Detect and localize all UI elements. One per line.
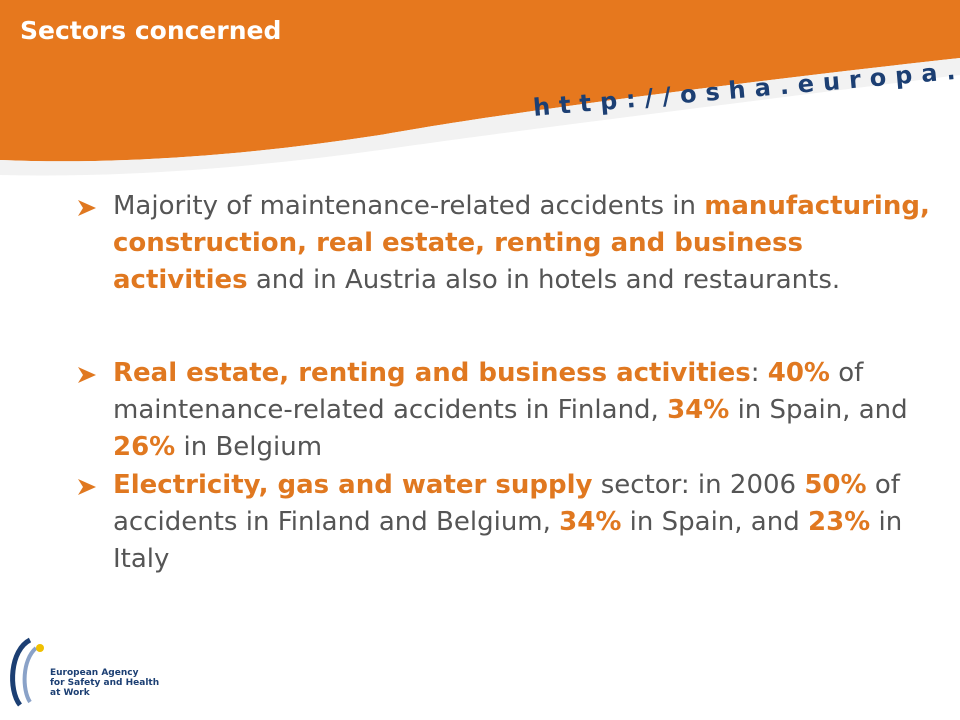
logo-mark (10, 637, 44, 707)
logo-line: at Work (50, 688, 90, 698)
text-run: : (750, 358, 768, 388)
text-run: 23% (808, 507, 871, 537)
text-run: of maintenance-related accidents in Finl… (113, 358, 864, 425)
text-run: 40% (767, 358, 830, 388)
logo-text: European Agency for Safety and Health at W… (50, 668, 159, 698)
text-run: Majority of maintenance-related accident… (113, 191, 705, 221)
logo-line: for Safety and Health (50, 678, 160, 688)
text-run: and in Austria also in hotels and restau… (247, 265, 841, 295)
text-run: 26% (113, 432, 176, 462)
bullet-arrow (78, 479, 96, 495)
bullet-arrow (78, 200, 96, 216)
bullet: Electricity, gas and water supply sector… (78, 467, 933, 578)
text-run: manufacturing, construction, real estate… (113, 191, 930, 295)
text-run: 34% (559, 507, 622, 537)
logo-line: European Agency (50, 668, 139, 678)
text-run: 50% (804, 470, 867, 500)
bullet-arrow (78, 367, 96, 383)
bullet: Majority of maintenance-related accident… (78, 188, 933, 299)
text-run: in Italy (113, 507, 903, 574)
text-run: in Spain, and (729, 395, 908, 425)
text-run: in Belgium (175, 432, 323, 462)
header-shade (0, 58, 960, 176)
text-run: of accidents in Finland and Belgium, (113, 470, 900, 537)
header-band (0, 0, 960, 162)
text-run: sector: in 2006 (592, 470, 805, 500)
text-run: 34% (667, 395, 730, 425)
text-run: in Spain, and (621, 507, 808, 537)
text-run: Real estate, renting and business activi… (113, 358, 751, 388)
bullet: Real estate, renting and business activi… (78, 355, 933, 466)
slide-title: Sectors concerned (20, 16, 282, 45)
text-run: Electricity, gas and water supply (113, 470, 593, 500)
